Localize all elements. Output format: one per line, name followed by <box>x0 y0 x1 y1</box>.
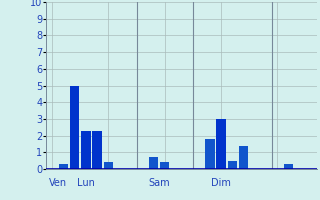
Bar <box>81 131 91 169</box>
Bar <box>228 161 237 169</box>
Bar <box>92 131 102 169</box>
Text: Sam: Sam <box>148 178 170 188</box>
Bar <box>59 164 68 169</box>
Bar <box>104 162 113 169</box>
Bar <box>239 146 248 169</box>
Text: Dim: Dim <box>211 178 231 188</box>
Bar <box>216 119 226 169</box>
Bar <box>149 157 158 169</box>
Text: Lun: Lun <box>77 178 95 188</box>
Bar <box>284 164 293 169</box>
Bar <box>205 139 214 169</box>
Bar <box>70 86 79 169</box>
Bar <box>160 162 170 169</box>
Text: Ven: Ven <box>49 178 67 188</box>
